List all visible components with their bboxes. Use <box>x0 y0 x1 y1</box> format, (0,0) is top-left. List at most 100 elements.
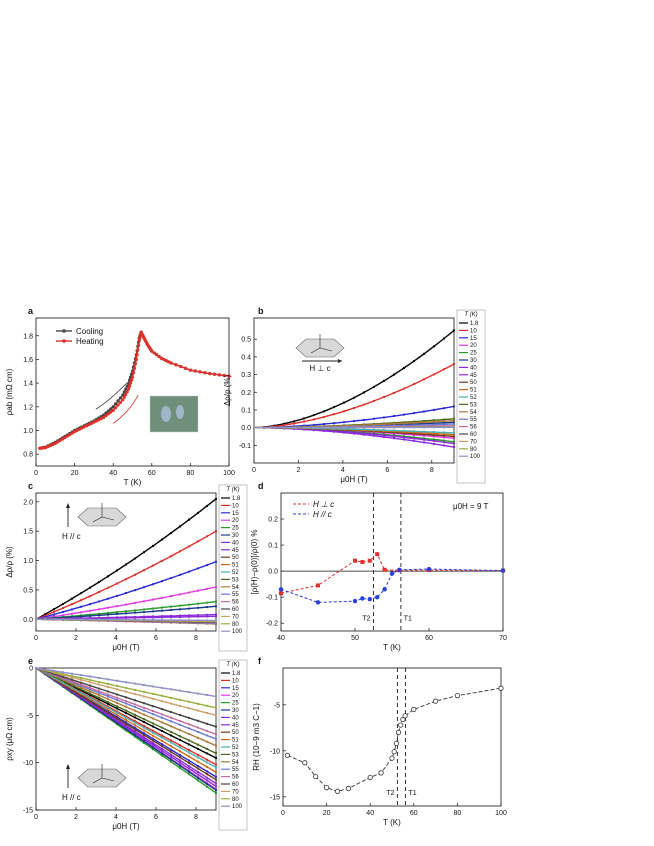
hall-line <box>287 687 502 792</box>
curve-T53-point <box>197 743 199 746</box>
curve-T70-point <box>62 674 64 677</box>
curve-T30-point <box>206 606 208 609</box>
series-heating-point <box>125 390 129 394</box>
series-cooling-point <box>109 407 113 411</box>
curve-T20-point <box>134 601 136 604</box>
curve-T54-point <box>152 717 154 720</box>
curve-T1.8-point <box>188 518 190 521</box>
curve-T100-point <box>263 426 265 429</box>
curve-T100-point <box>323 426 325 429</box>
curve-T100-point <box>283 426 285 429</box>
curve-T40-point <box>443 444 445 447</box>
y-tick-label: 2.0 <box>23 499 33 506</box>
curve-T60-point <box>62 675 64 678</box>
curve-T54-point <box>423 421 425 424</box>
curve-T56-point <box>179 720 181 723</box>
axis-b <box>101 516 115 521</box>
legend-label: 70 <box>232 614 239 620</box>
curve-T100-point <box>71 618 73 621</box>
series-heating-point <box>136 348 140 352</box>
curve-T45-point <box>179 615 181 618</box>
panel-letter: c <box>28 481 33 491</box>
curve-T15-point <box>107 597 109 600</box>
curve-T40-point <box>161 615 163 618</box>
curve-T1.8-point <box>197 511 199 514</box>
series-line <box>280 553 504 594</box>
curve-T51-point <box>197 760 199 763</box>
curve-T60-point <box>197 719 199 722</box>
curve-T1.8-point <box>98 698 100 701</box>
x-tick-label: 40 <box>366 810 374 817</box>
curve-T52-point <box>71 686 73 689</box>
curve-T60-point <box>98 687 100 690</box>
curve-T10-point <box>363 403 365 406</box>
curve-T60-point <box>116 693 118 696</box>
curve-T45-point <box>453 442 455 445</box>
curve-T25-point <box>206 601 208 604</box>
curve-T55-point <box>413 424 415 427</box>
y-tick-label: -5 <box>274 702 280 709</box>
curve-T53-point <box>433 419 435 422</box>
curve-T52-point <box>188 751 190 754</box>
curve-T10-point <box>313 418 315 421</box>
curve-T100-point <box>333 426 335 429</box>
curve-T80-point <box>89 678 91 681</box>
curve-T10-point <box>303 420 305 423</box>
curve-T25-point <box>134 609 136 612</box>
crystal-photo-detail <box>176 405 184 419</box>
curve-T1.8-point <box>44 613 46 616</box>
curve-T50-point <box>98 706 100 709</box>
legend-label: 54 <box>470 410 477 416</box>
curve-T25-point <box>403 435 405 438</box>
curve-T53-point <box>206 747 208 750</box>
curve-T53-point <box>125 709 127 712</box>
curve-T1.8-point <box>453 329 455 332</box>
curve-T55-point <box>453 423 455 426</box>
curve-T53-point <box>188 739 190 742</box>
curve-T1.8-point <box>161 538 163 541</box>
curve-T10-point <box>116 582 118 585</box>
curve-T55-point <box>152 713 154 716</box>
y-tick-label: 1.5 <box>23 529 33 536</box>
curve-T51-point <box>215 771 217 774</box>
curve-T10-point <box>152 564 154 567</box>
legend-title: T (K) <box>226 662 239 668</box>
series-heating-point <box>101 415 106 420</box>
curve-T100-point <box>116 618 118 621</box>
curve-T30-point <box>89 614 91 617</box>
curve-T45-point <box>125 724 127 727</box>
curve-T52-point <box>373 428 375 431</box>
curve-T1.8-point <box>443 337 445 340</box>
curve-T40-point <box>143 738 145 740</box>
curve-T52-point <box>353 428 355 431</box>
curve-T100-point <box>293 426 295 429</box>
legend-label: 70 <box>232 789 239 795</box>
series-heating-line <box>39 330 230 449</box>
legend-label: 25 <box>232 701 239 707</box>
curve-T52-point <box>152 731 154 734</box>
curve-T51-point <box>80 693 82 696</box>
curve-T1.8-point <box>283 422 285 425</box>
curve-T15-point <box>107 710 109 713</box>
curve-T55-point <box>179 723 181 726</box>
curve-T10-point <box>89 595 91 598</box>
y-tick-label: 1.2 <box>23 404 33 411</box>
curve-T70-point <box>215 714 217 717</box>
curve-T20-point <box>206 587 208 590</box>
series-cooling-point <box>104 411 108 415</box>
hall-point <box>454 692 460 699</box>
curve-T100-point <box>53 618 55 621</box>
curve-T52-point <box>161 736 163 739</box>
curve-T40-point <box>383 435 385 438</box>
curve-T55-point <box>125 702 127 705</box>
curve-T45-point <box>393 435 395 438</box>
curve-T25-point <box>98 612 100 615</box>
curve-T1.8-point <box>215 497 217 500</box>
curve-T1.8-point <box>433 345 435 348</box>
curve-T1.8-point <box>71 597 73 600</box>
curve-T45-point <box>197 615 199 618</box>
curve-T30-point <box>413 423 415 426</box>
series-heating-point <box>44 446 48 450</box>
curve-T40-point <box>152 615 154 618</box>
curve-T30-point <box>215 789 217 792</box>
